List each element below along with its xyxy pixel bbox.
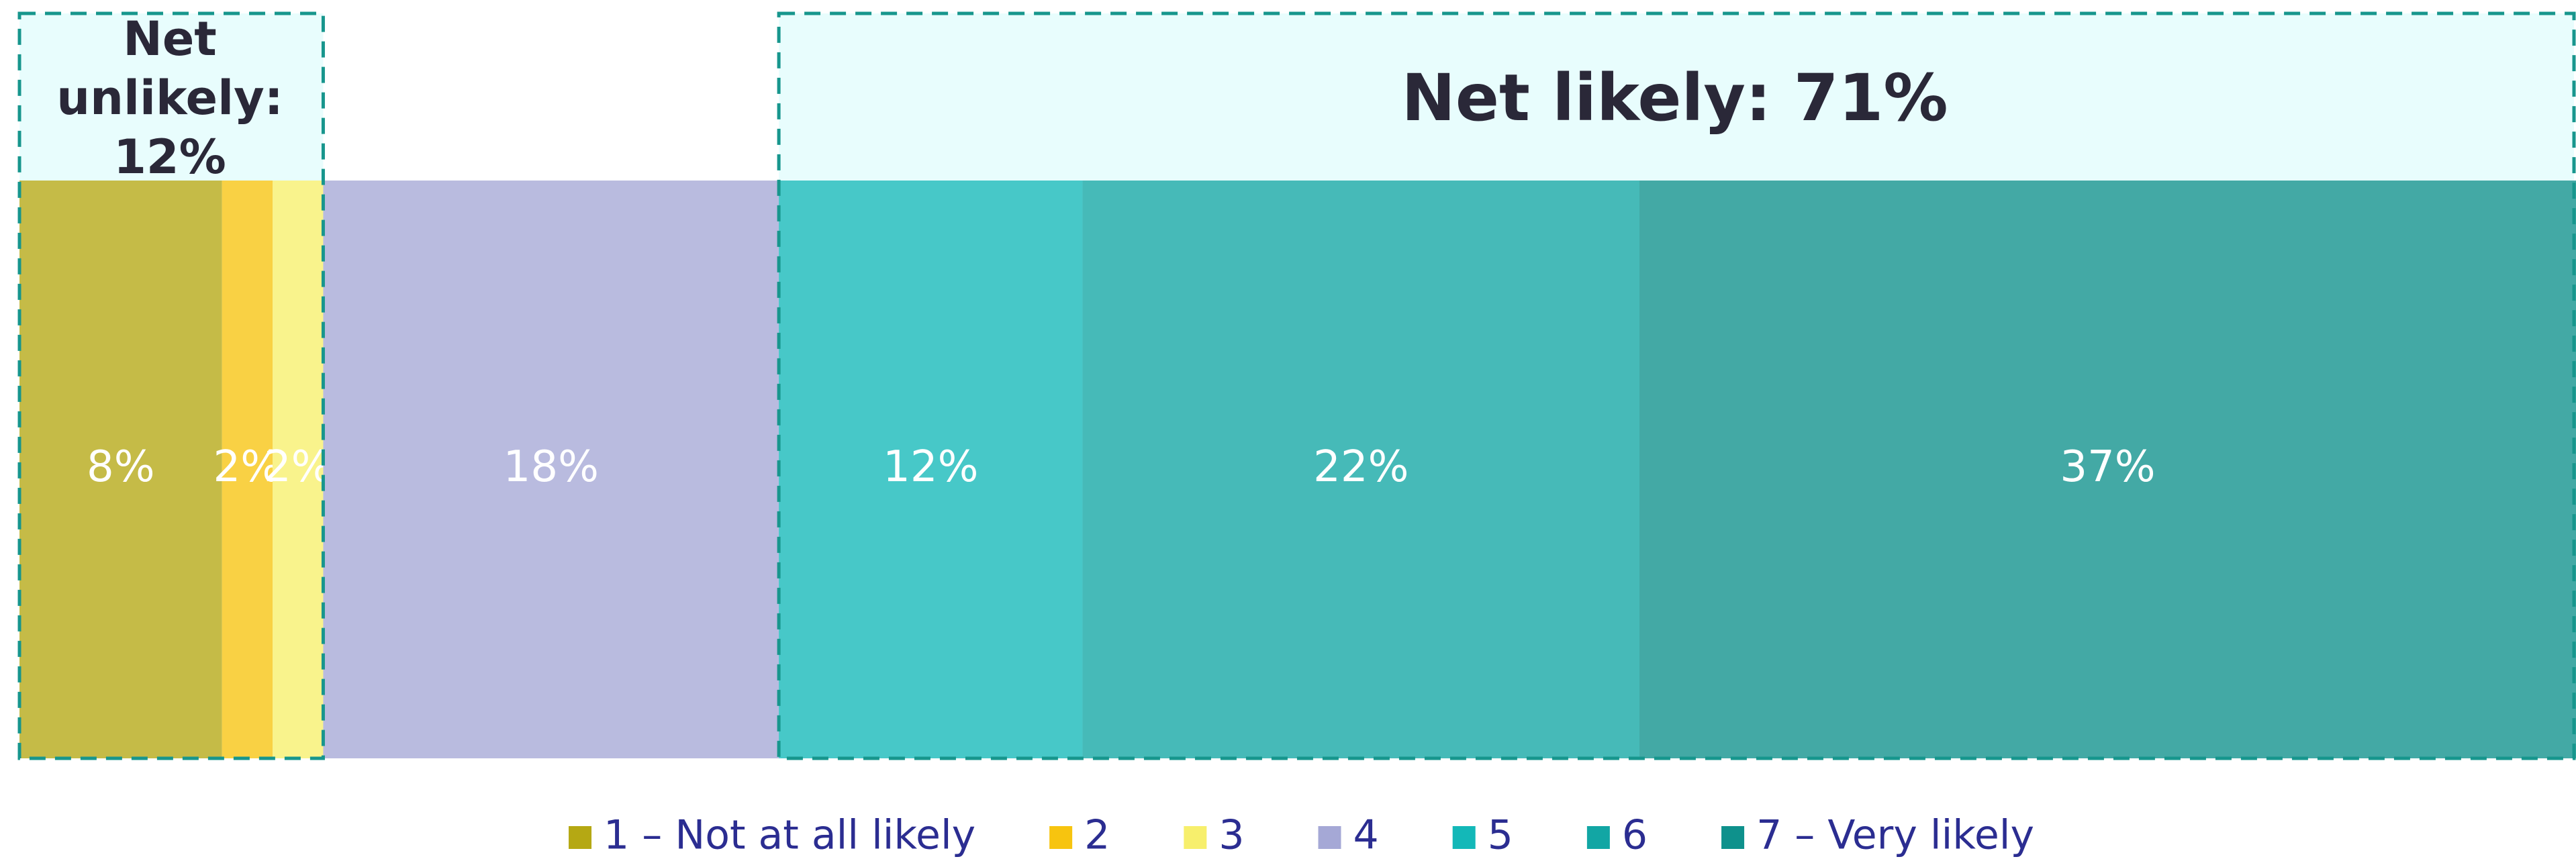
legend-swatch [1318,826,1341,849]
legend-label: 2 [1084,812,1110,859]
net-box-border [777,11,2576,760]
net-box-fill [779,13,2574,181]
legend-swatch [1721,826,1745,849]
bar-segment [779,181,1083,758]
bar-segment [323,181,779,758]
legend-label: 4 [1353,812,1379,859]
legend-swatch [569,826,592,849]
value-label: 8% [87,442,155,492]
legend-label: 6 [1622,812,1648,859]
value-label: 2% [264,442,332,492]
legend-swatch [1586,826,1610,849]
legend-swatch [1452,826,1476,849]
bar-segment [1082,181,1639,758]
legend-label: 3 [1219,812,1244,859]
legend-label: 5 [1488,812,1513,859]
net-box-border [17,11,325,760]
value-label: 2% [213,442,282,492]
legend-swatch [1049,826,1073,849]
bar-segment [1639,181,2576,758]
value-label: 37% [2060,442,2155,492]
net-box-fill [19,13,324,181]
net-likely-label: Net likely: 71% [1401,60,1948,136]
legend-label: 1 – Not at all likely [604,812,975,859]
value-label: 22% [1313,442,1409,492]
legend-label: 7 – Very likely [1756,812,2034,859]
bar-segment [19,181,222,758]
value-label: 12% [883,442,978,492]
legend-swatch [1184,826,1207,849]
net-unlikely-label: Net unlikely: 12% [56,11,283,185]
value-label: 18% [504,442,599,492]
bar-segment [222,181,273,758]
bar-segment [273,181,324,758]
